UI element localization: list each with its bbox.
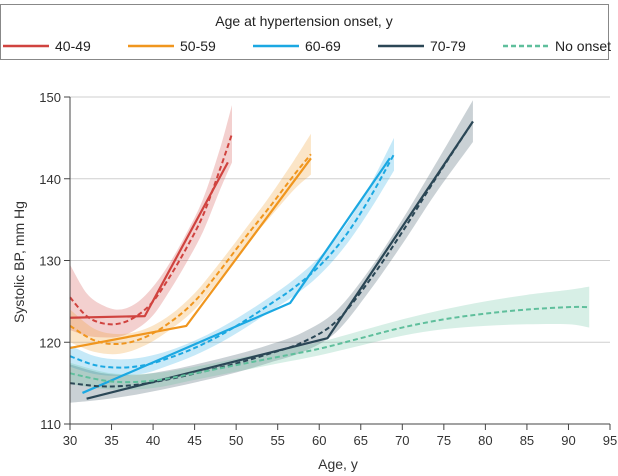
x-tick-label-95: 95: [603, 433, 617, 448]
y-axis-title: Systolic BP, mm Hg: [11, 201, 27, 323]
line-dashed-no-onset: [69, 305, 590, 384]
x-tick-label-60: 60: [312, 433, 326, 448]
x-tick-label-40: 40: [146, 433, 160, 448]
line-solid-60-69: [82, 157, 391, 394]
band-no-onset: [70, 286, 590, 390]
line-solid-50-59: [69, 157, 312, 350]
x-axis-title: Age, y: [318, 456, 358, 472]
x-tick-label-85: 85: [520, 433, 534, 448]
band-50-59: [70, 133, 311, 355]
y-tick-label-150: 150: [39, 90, 61, 105]
legend-label-no-onset: No onset: [555, 38, 611, 54]
y-tick-label-120: 120: [39, 335, 61, 350]
series-lines: [69, 120, 590, 400]
x-tick-label-30: 30: [63, 433, 77, 448]
legend-label-70-79: 70-79: [430, 38, 466, 54]
line-dashed-50-59: [69, 153, 312, 346]
x-tick-label-80: 80: [478, 433, 492, 448]
x-tick-label-45: 45: [187, 433, 201, 448]
legend-entries: 40-49 50-59 60-69 70-79 No onset: [3, 38, 611, 54]
gridlines: [70, 96, 610, 343]
legend-label-60-69: 60-69: [305, 38, 341, 54]
x-tick-label-50: 50: [229, 433, 243, 448]
x-tick-label-55: 55: [270, 433, 284, 448]
x-tick-label-35: 35: [104, 433, 118, 448]
x-tick-label-75: 75: [437, 433, 451, 448]
line-solid-40-49: [69, 161, 229, 319]
y-tick-label-130: 130: [39, 254, 61, 269]
axes: 110 120 130 140 150 30 35 40 45 50 55 60 65 70 75 80 85 9…: [39, 90, 617, 448]
legend-title: Age at hypertension onset, y: [215, 13, 392, 29]
x-tick-label-70: 70: [395, 433, 409, 448]
band-70-79: [70, 100, 473, 403]
y-tick-label-140: 140: [39, 172, 61, 187]
legend-box: [0, 4, 609, 60]
x-tick-label-90: 90: [561, 433, 575, 448]
legend-label-40-49: 40-49: [55, 38, 91, 54]
y-tick-label-110: 110: [40, 417, 61, 432]
legend-label-50-59: 50-59: [180, 38, 216, 54]
confidence-bands: [70, 100, 590, 403]
x-tick-label-65: 65: [354, 433, 368, 448]
